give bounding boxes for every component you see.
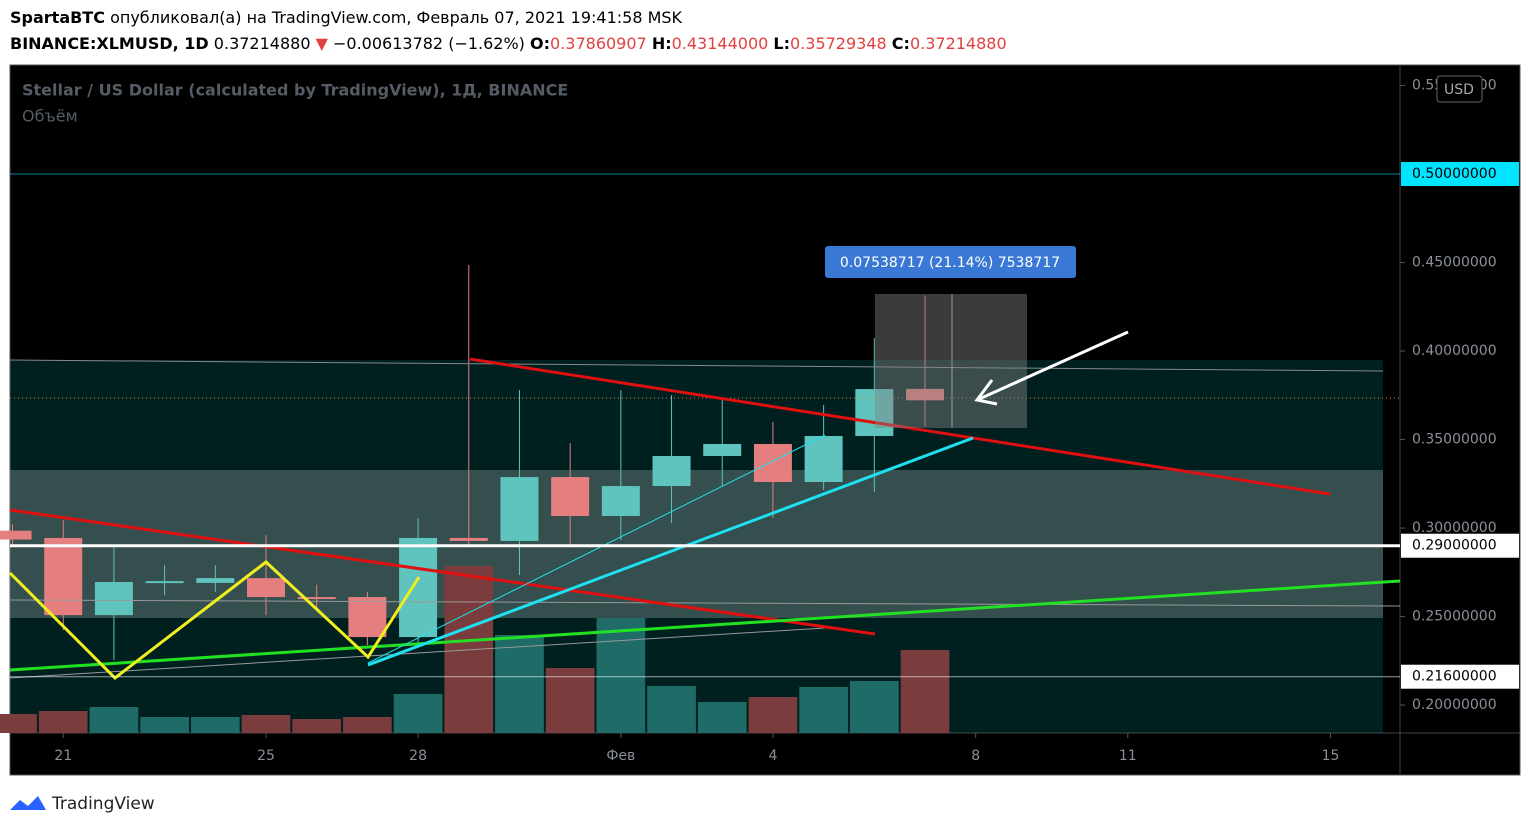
y-tick-label: 0.30000000 xyxy=(1412,520,1497,536)
price-label-box xyxy=(1401,162,1519,187)
candle-body xyxy=(906,388,945,401)
volume-bar xyxy=(190,717,240,733)
currency: USD xyxy=(1444,82,1474,98)
volume-bar xyxy=(545,668,595,733)
c-label: C: xyxy=(892,34,910,53)
volume-bar xyxy=(748,697,798,733)
price-label-box xyxy=(1401,664,1519,689)
trendline xyxy=(9,579,1401,672)
c: 0.37214880 xyxy=(910,34,1007,53)
volume-bar xyxy=(292,719,342,733)
candle-body xyxy=(297,597,336,600)
marks xyxy=(0,265,950,733)
candle-body xyxy=(855,389,894,436)
volume-bar xyxy=(799,687,848,733)
volume-bar xyxy=(647,686,696,733)
brand: TradingView xyxy=(51,794,155,814)
volume-bar xyxy=(241,715,291,733)
currency-box[interactable] xyxy=(1436,75,1483,103)
h-label: H: xyxy=(652,34,672,53)
arrow-head xyxy=(974,379,998,406)
volume-bar xyxy=(900,650,950,733)
trendline xyxy=(9,508,876,636)
volume-bar xyxy=(495,635,544,733)
x-tick-label: 8 xyxy=(971,748,980,764)
candle-body xyxy=(399,537,438,638)
price-label-box xyxy=(1401,533,1519,558)
trendline xyxy=(469,357,1331,496)
y-tick-label: 0.45000000 xyxy=(1412,255,1497,271)
volume-bar xyxy=(393,694,443,733)
candle-body xyxy=(348,597,387,638)
channel-line xyxy=(9,359,1384,372)
candle-body xyxy=(44,537,83,616)
y-tick-label: 0.40000000 xyxy=(1412,343,1497,359)
axis: 0.20000000 0.25000000 0.30000000 0.35000000… xyxy=(10,78,1519,764)
x-tick-label: Фев xyxy=(606,748,635,764)
volume-bar xyxy=(140,717,189,733)
zigzag xyxy=(8,560,421,680)
candle-body xyxy=(652,455,691,487)
candle-body xyxy=(246,578,285,598)
candle-body xyxy=(500,477,539,541)
volume-bar xyxy=(849,681,899,733)
volume-bar xyxy=(38,711,88,733)
volume-bar xyxy=(697,702,747,733)
o: 0.37860907 xyxy=(550,34,647,53)
channel-line xyxy=(9,599,1401,607)
measure-label: 0.07538717 (21.14%) 7538717 xyxy=(840,255,1060,271)
chart-title: Stellar / US Dollar (calculated by Tradi… xyxy=(22,81,568,100)
x-tick-label: 28 xyxy=(409,748,427,764)
volume-bar xyxy=(343,717,392,733)
volume-bar xyxy=(596,618,646,733)
candle-body xyxy=(753,443,792,483)
o-label: O: xyxy=(530,34,550,53)
header-line1: SpartaBTC опубликовал(а) на TradingView.… xyxy=(10,8,683,27)
candle-body xyxy=(804,435,843,483)
candle-body xyxy=(94,582,133,616)
candle-body xyxy=(601,486,640,516)
candle-body xyxy=(551,477,590,516)
y-tick-label: 0.20000000 xyxy=(1412,697,1497,713)
price-label: 0.29000000 xyxy=(1412,538,1497,554)
h: 0.43144000 xyxy=(672,34,769,53)
y-tick-label: 0.25000000 xyxy=(1412,609,1497,625)
volume-bar xyxy=(0,714,37,733)
price: 0.37214880 xyxy=(214,34,311,53)
price-label: 0.21600000 xyxy=(1412,669,1497,685)
published: опубликовал(а) на TradingView.com, Февра… xyxy=(110,8,682,27)
drawings: 0.07538717 (21.14%) 7538717 xyxy=(8,246,1401,680)
measure-box xyxy=(875,294,1027,428)
x-tick-label: 15 xyxy=(1322,748,1340,764)
y-tick-label: 0.35000000 xyxy=(1412,432,1497,448)
arrow: ▼ xyxy=(316,34,329,53)
publisher: SpartaBTC xyxy=(10,8,105,27)
change: −0.00613782 (−1.62%) xyxy=(333,34,525,53)
chart-subtitle: Объём xyxy=(22,107,78,126)
brand-logo xyxy=(10,796,46,810)
trendline xyxy=(367,436,974,667)
x-tick-label: 25 xyxy=(257,748,275,764)
chart-frame xyxy=(9,64,1521,776)
candle-body xyxy=(449,537,488,541)
candle-body xyxy=(703,443,742,456)
l: 0.35729348 xyxy=(790,34,887,53)
x-tick-label: 11 xyxy=(1119,748,1137,764)
x-tick-label: 4 xyxy=(768,748,777,764)
measure-tooltip xyxy=(825,246,1076,278)
symbol: BINANCE:XLMUSD, 1D xyxy=(10,34,209,53)
channel-line xyxy=(9,627,826,679)
candle-body xyxy=(145,581,184,584)
candle-body xyxy=(196,578,235,583)
candle-body xyxy=(0,530,32,540)
x-tick-label: 21 xyxy=(54,748,72,764)
arrow xyxy=(976,330,1129,402)
l-label: L: xyxy=(773,34,790,53)
header-line2: BINANCE:XLMUSD, 1D 0.37214880 ▼ −0.00613… xyxy=(10,34,1007,53)
trendline xyxy=(367,434,826,664)
volume-bar xyxy=(89,707,139,733)
price-label: 0.50000000 xyxy=(1412,166,1497,182)
